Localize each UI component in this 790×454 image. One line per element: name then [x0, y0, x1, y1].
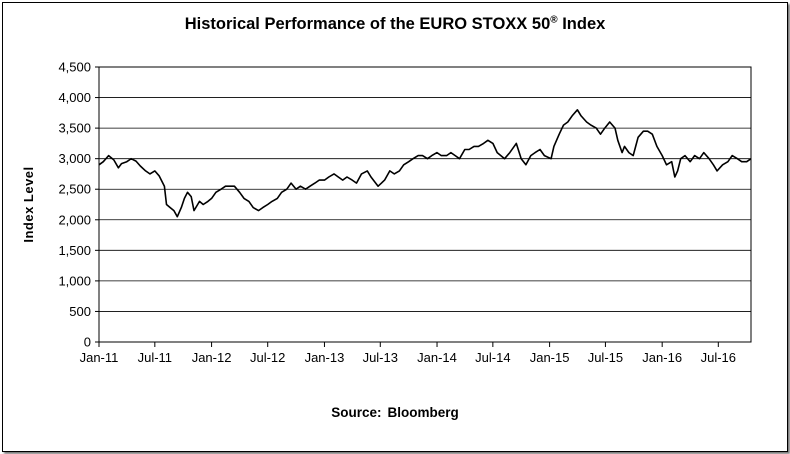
- y-axis-ticks: 0 500 1,000 1,500 2,000 2,500 3,000 3,500 4,000 4…: [58, 60, 99, 350]
- plot-area: [98, 66, 752, 343]
- y-tick-label: 2,500: [58, 182, 91, 197]
- y-tick-label: 500: [69, 304, 91, 319]
- x-tick-label: Jan-14: [417, 350, 457, 365]
- y-tick-label: 3,500: [58, 121, 91, 136]
- x-tick-label: Jul-14: [475, 350, 510, 365]
- x-tick-label: Jul-15: [588, 350, 623, 365]
- chart-title: Historical Performance of the EURO STOXX…: [3, 15, 787, 34]
- x-tick-label: Jan-16: [642, 350, 682, 365]
- series-line: [98, 109, 752, 218]
- chart-title-text: Historical Performance of the EURO STOXX…: [184, 15, 551, 33]
- y-tick-label: 1,500: [58, 243, 91, 258]
- y-tick-label: 1,000: [58, 273, 91, 288]
- x-tick-label: Jan-15: [530, 350, 570, 365]
- gridlines: [99, 97, 751, 312]
- x-tick-label: Jan-12: [192, 350, 232, 365]
- line-chart: 0 500 1,000 1,500 2,000 2,500 3,000 3,500 4,000 4…: [21, 60, 752, 365]
- source-name: Bloomberg: [387, 405, 459, 420]
- y-tick-label: 3,000: [58, 151, 91, 166]
- x-tick-label: Jul-16: [701, 350, 736, 365]
- y-tick-label: 4,500: [58, 60, 91, 75]
- chart-title-suffix: Index: [557, 15, 606, 33]
- source-label: Source:: [331, 405, 382, 420]
- chart-title-registered-mark: ®: [550, 14, 558, 26]
- x-tick-label: Jan-11: [80, 350, 119, 365]
- x-axis-ticks: Jan-11 Jul-11 Jan-12 Jul-12 Jan-13 Jul-13 Jan-…: [80, 342, 736, 365]
- x-tick-label: Jul-13: [363, 350, 398, 365]
- source-note: Source: Bloomberg: [3, 405, 787, 420]
- y-tick-label: 4,000: [58, 90, 91, 105]
- y-tick-label: 2,000: [58, 212, 91, 227]
- x-tick-label: Jul-12: [250, 350, 285, 365]
- y-axis-label: Index Level: [21, 166, 36, 242]
- x-tick-label: Jul-11: [138, 350, 172, 365]
- y-tick-label: 0: [84, 335, 91, 350]
- x-tick-label: Jan-13: [305, 350, 345, 365]
